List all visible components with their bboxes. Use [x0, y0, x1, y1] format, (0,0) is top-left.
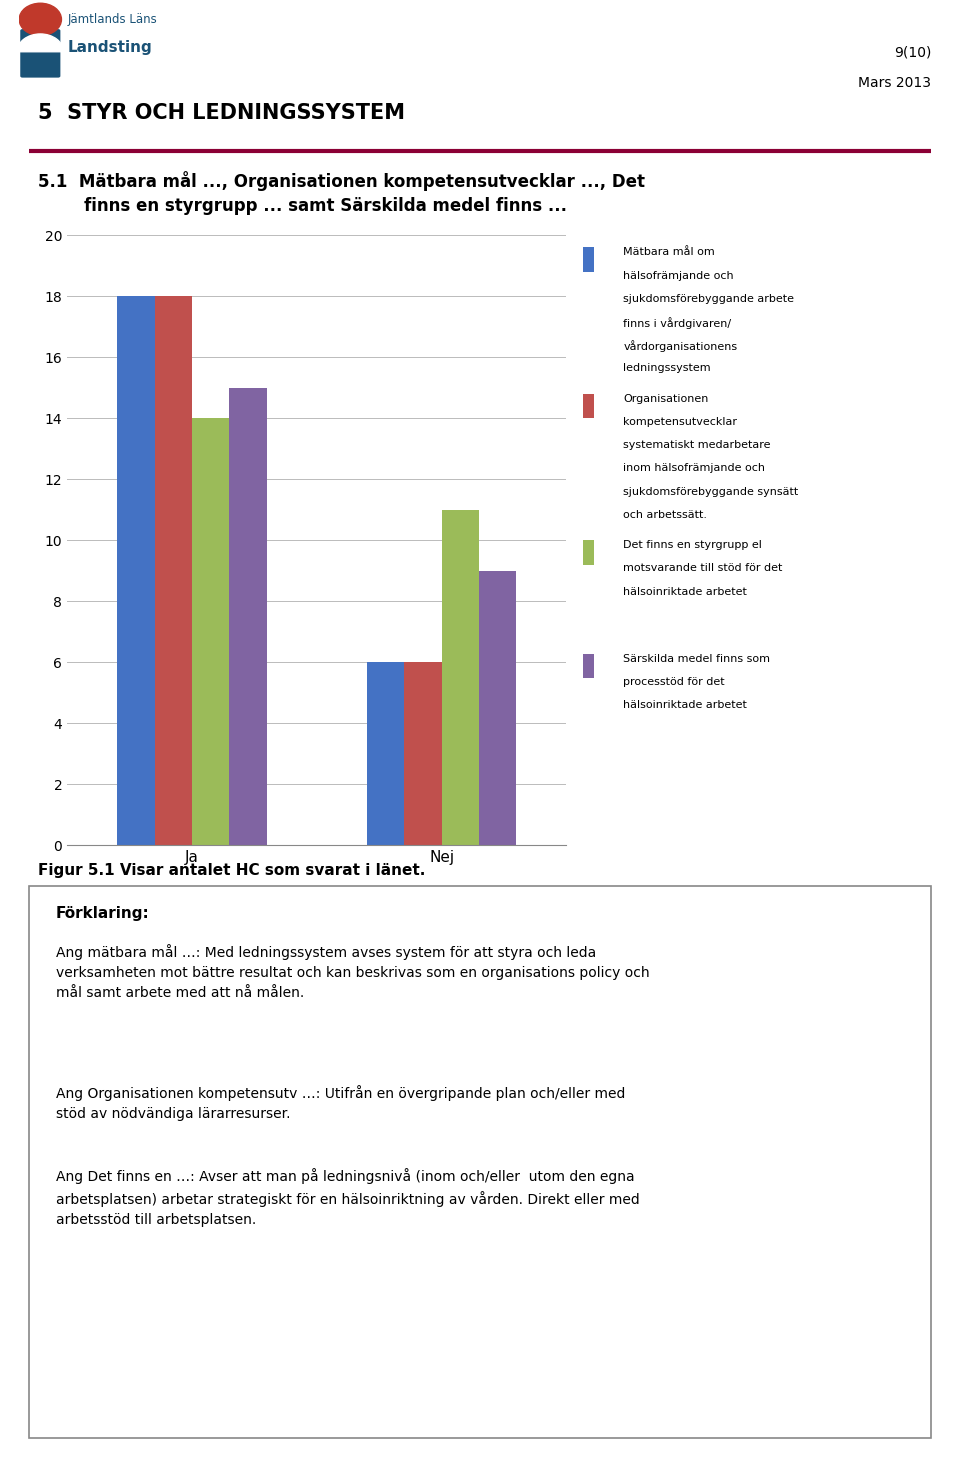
Text: hälsoinriktade arbetet: hälsoinriktade arbetet: [623, 587, 747, 597]
Text: Jämtlands Läns: Jämtlands Läns: [68, 13, 157, 26]
Bar: [479, 570, 516, 845]
Text: finns en styrgrupp ... samt Särskilda medel finns ...: finns en styrgrupp ... samt Särskilda me…: [38, 197, 567, 215]
Text: Förklaring:: Förklaring:: [56, 906, 150, 920]
Wedge shape: [17, 34, 63, 51]
Bar: [584, 539, 593, 564]
Text: motsvarande till stöd för det: motsvarande till stöd för det: [623, 563, 782, 573]
Text: Ang mätbara mål …: Med ledningssystem avses system för att styra och leda
verksa: Ang mätbara mål …: Med ledningssystem av…: [56, 944, 650, 1001]
Text: och arbetssätt.: och arbetssätt.: [623, 510, 708, 520]
Text: Organisationen: Organisationen: [623, 394, 708, 404]
FancyBboxPatch shape: [20, 29, 60, 78]
Text: sjukdomsförebyggande arbete: sjukdomsförebyggande arbete: [623, 294, 795, 304]
Bar: [155, 297, 192, 845]
Circle shape: [19, 3, 61, 35]
Text: hälsoinriktade arbetet: hälsoinriktade arbetet: [623, 700, 747, 710]
Text: processtöd för det: processtöd för det: [623, 676, 725, 686]
Text: inom hälsofrämjande och: inom hälsofrämjande och: [623, 463, 765, 473]
Text: systematiskt medarbetare: systematiskt medarbetare: [623, 440, 771, 450]
Text: hälsofrämjande och: hälsofrämjande och: [623, 270, 734, 281]
Text: ledningssystem: ledningssystem: [623, 363, 711, 373]
Text: Ang Organisationen kompetensutv …: Utifrån en övergripande plan och/eller med
st: Ang Organisationen kompetensutv …: Utifr…: [56, 1085, 625, 1120]
Text: 5  STYR OCH LEDNINGSSYSTEM: 5 STYR OCH LEDNINGSSYSTEM: [38, 103, 405, 123]
Bar: [229, 388, 267, 845]
Bar: [584, 247, 593, 272]
Text: finns i vårdgivaren/: finns i vårdgivaren/: [623, 318, 732, 329]
Bar: [192, 419, 229, 845]
Text: Landsting: Landsting: [68, 41, 153, 56]
Text: 9(10): 9(10): [894, 46, 931, 60]
Text: Mars 2013: Mars 2013: [858, 76, 931, 91]
Text: sjukdomsförebyggande synsätt: sjukdomsförebyggande synsätt: [623, 487, 799, 497]
Text: vårdorganisationens: vårdorganisationens: [623, 340, 737, 351]
FancyBboxPatch shape: [29, 886, 931, 1438]
Text: 5.1  Mätbara mål ..., Organisationen kompetensutvecklar ..., Det: 5.1 Mätbara mål ..., Organisationen komp…: [38, 171, 645, 191]
Text: Ang Det finns en …: Avser att man på ledningsnivå (inom och/eller  utom den egna: Ang Det finns en …: Avser att man på led…: [56, 1167, 639, 1226]
Bar: [367, 662, 404, 845]
Bar: [584, 654, 593, 678]
Text: kompetensutvecklar: kompetensutvecklar: [623, 417, 737, 426]
Bar: [442, 510, 479, 845]
Text: Mätbara mål om: Mätbara mål om: [623, 247, 715, 257]
Bar: [404, 662, 442, 845]
Text: Figur 5.1 Visar antalet HC som svarat i länet.: Figur 5.1 Visar antalet HC som svarat i …: [38, 863, 426, 878]
Text: Det finns en styrgrupp el: Det finns en styrgrupp el: [623, 541, 762, 550]
Text: Särskilda medel finns som: Särskilda medel finns som: [623, 654, 771, 663]
Bar: [584, 394, 593, 419]
Bar: [117, 297, 155, 845]
